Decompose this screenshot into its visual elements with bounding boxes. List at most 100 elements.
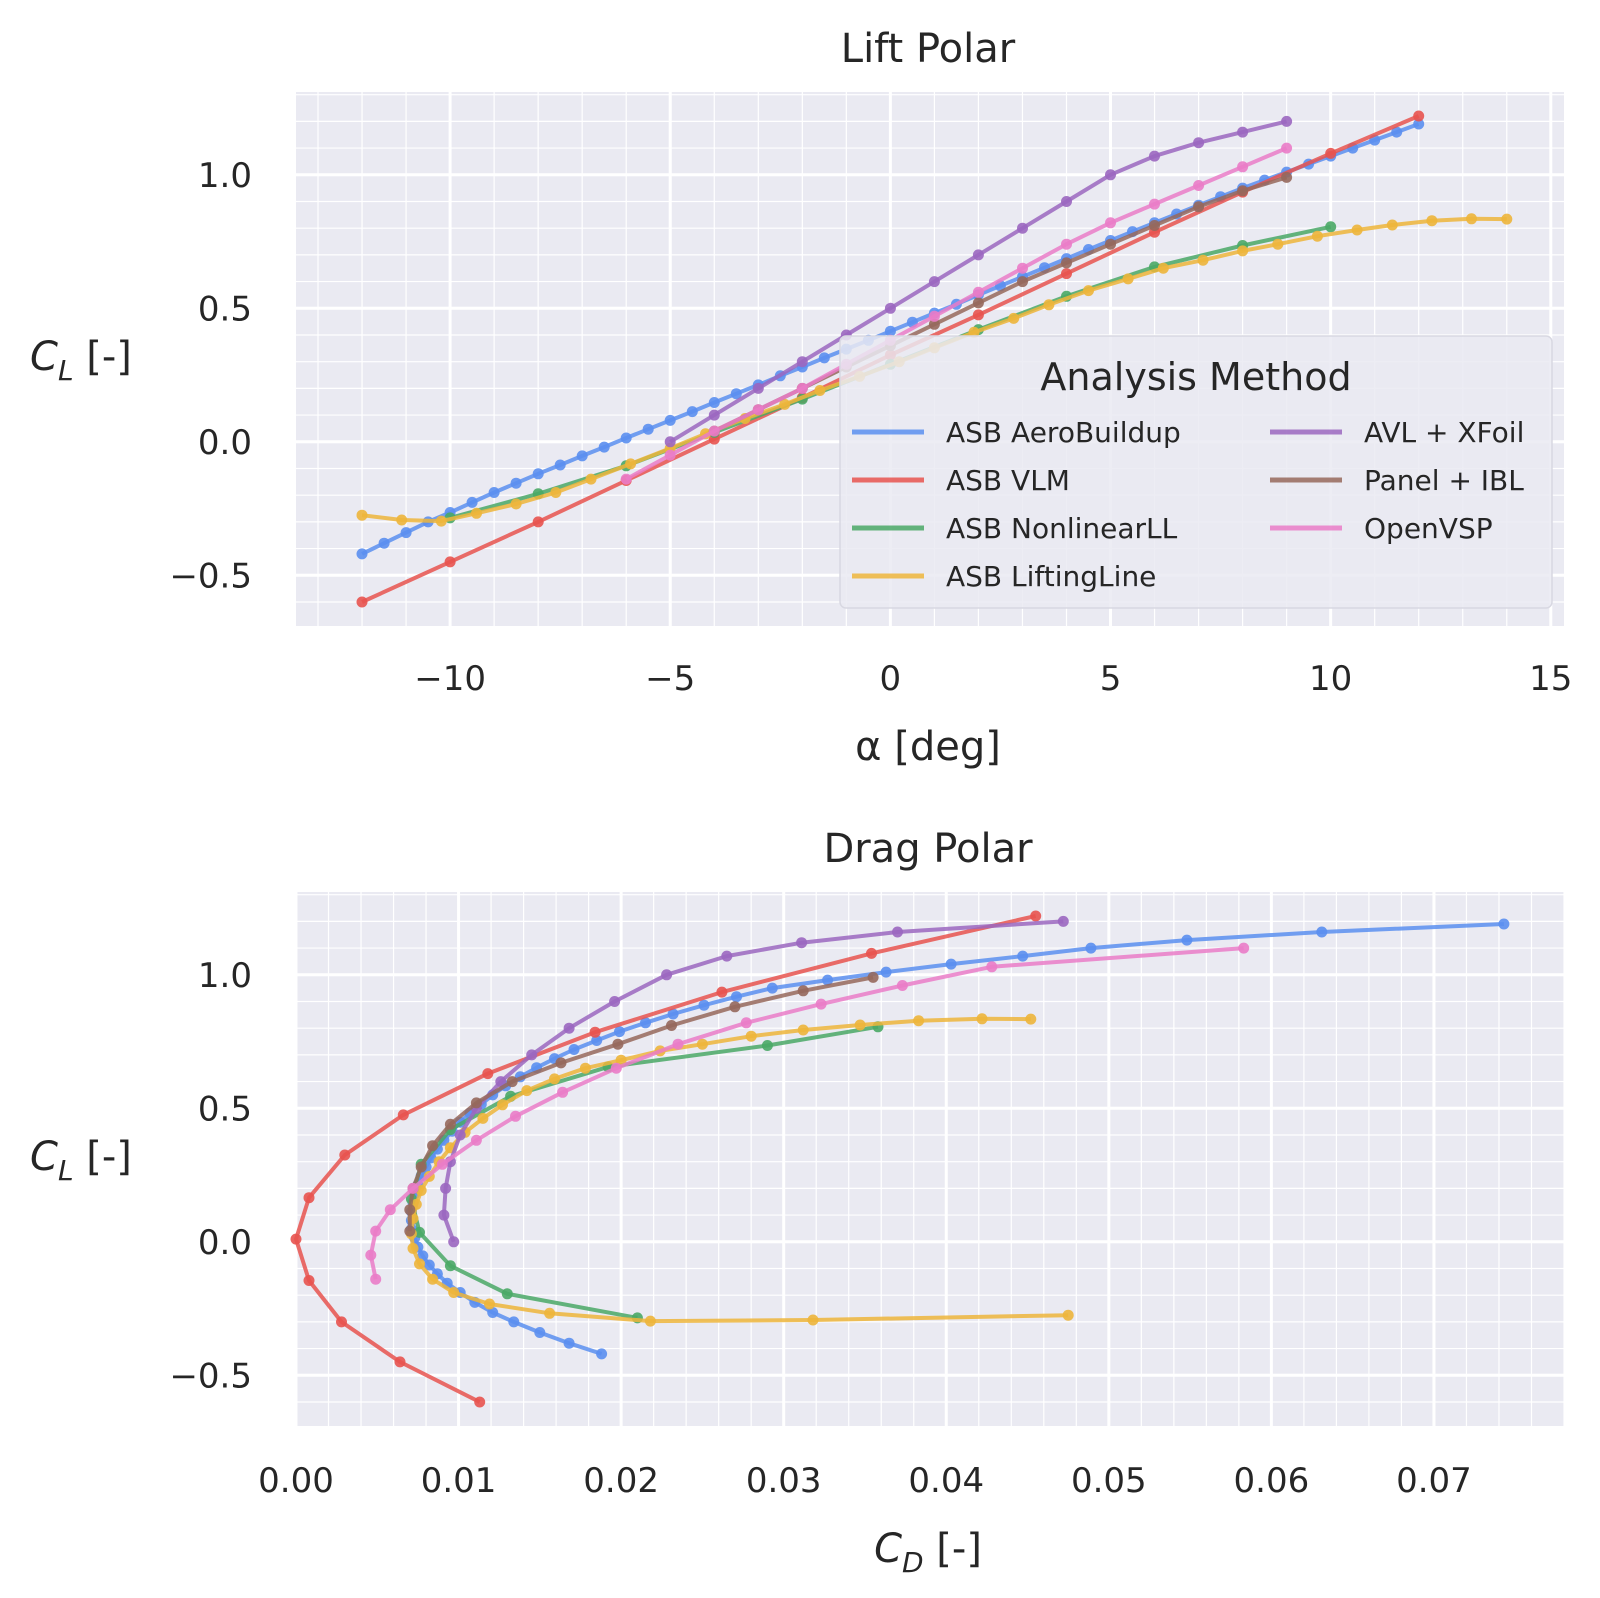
series-line-openvsp — [625, 146, 1288, 481]
drag-plot-area — [296, 892, 1564, 1426]
data-point-panel-ibl — [1281, 171, 1293, 183]
data-point-avl-xfoil — [1281, 115, 1293, 127]
data-point-asb-liftingline — [1426, 215, 1438, 227]
series-openvsp — [620, 142, 1293, 485]
data-point-openvsp — [896, 980, 908, 991]
data-point-openvsp — [370, 1225, 382, 1237]
data-point-asb-aerobuildup — [698, 999, 710, 1011]
data-point-panel-ibl — [470, 1097, 482, 1109]
lift-y-label: CL [-] — [30, 334, 132, 387]
data-point-avl-xfoil — [892, 926, 903, 938]
data-point-openvsp — [752, 404, 764, 416]
legend-label: ASB LiftingLine — [946, 560, 1156, 593]
data-point-panel-ibl — [427, 1140, 439, 1152]
data-point-openvsp — [407, 1182, 419, 1194]
data-point-avl-xfoil — [563, 1022, 575, 1034]
data-point-asb-liftingline — [625, 458, 637, 470]
data-point-asb-aerobuildup — [731, 991, 742, 1003]
x-tick-label: 15 — [1529, 659, 1572, 699]
data-point-asb-vlm — [303, 1192, 315, 1204]
data-point-asb-liftingline — [1351, 224, 1363, 236]
data-point-asb-vlm — [589, 1026, 601, 1038]
drag-polar-chart: 0.00 0.01 0.02 0.03 0.04 0.05 0.06 0.07 −0.5 0.0 0… — [30, 826, 1565, 1579]
x-tick-label: −5 — [645, 659, 695, 699]
data-point-asb-liftingline — [1008, 312, 1020, 324]
data-point-asb-liftingline — [1466, 213, 1477, 225]
legend-label: Panel + IBL — [1364, 464, 1524, 497]
x-tick-label: 0.05 — [1071, 1461, 1147, 1501]
legend-title: Analysis Method — [1040, 355, 1351, 399]
data-point-asb-nonlinearll — [414, 1226, 425, 1238]
lift-x-label: α [deg] — [855, 724, 1001, 770]
data-point-asb-aerobuildup — [766, 982, 778, 994]
drag-x-label: CD [-] — [874, 1526, 982, 1579]
legend-entry-openvsp: OpenVSP — [1270, 512, 1493, 545]
data-point-asb-aerobuildup — [400, 527, 412, 539]
data-point-avl-xfoil — [1017, 222, 1028, 234]
data-point-panel-ibl — [1237, 185, 1249, 197]
y-tick-label: 0.5 — [198, 1089, 252, 1129]
data-point-asb-liftingline — [407, 1242, 419, 1254]
data-point-avl-xfoil — [708, 409, 720, 421]
data-point-openvsp — [672, 1038, 684, 1050]
legend-entry-asb-aerobuildup: ASB AeroBuildup — [852, 416, 1181, 449]
data-point-avl-xfoil — [609, 996, 621, 1007]
data-point-asb-liftingline — [644, 1315, 656, 1327]
data-point-asb-nonlinearll — [1325, 221, 1337, 233]
data-point-asb-aerobuildup — [1391, 126, 1403, 138]
data-point-openvsp — [1017, 262, 1028, 274]
legend-entry-asb-vlm: ASB VLM — [852, 464, 1070, 497]
data-point-asb-liftingline — [549, 1073, 560, 1085]
x-tick-label: −10 — [414, 659, 486, 699]
data-point-asb-aerobuildup — [1085, 942, 1097, 954]
data-point-panel-ibl — [1149, 220, 1160, 231]
data-point-openvsp — [928, 310, 940, 322]
data-point-asb-aerobuildup — [466, 496, 478, 508]
data-point-panel-ibl — [415, 1161, 427, 1173]
data-point-asb-liftingline — [414, 1258, 425, 1270]
data-point-openvsp — [436, 1158, 448, 1170]
data-point-asb-liftingline — [696, 1038, 708, 1050]
data-point-openvsp — [370, 1273, 382, 1285]
legend-label: ASB NonlinearLL — [946, 512, 1178, 545]
legend-entry-asb-nonlinearll: ASB NonlinearLL — [852, 512, 1178, 545]
data-point-asb-vlm — [336, 1316, 347, 1328]
data-point-avl-xfoil — [972, 249, 984, 261]
data-point-asb-vlm — [356, 596, 368, 608]
data-point-asb-aerobuildup — [508, 1316, 520, 1328]
data-point-asb-liftingline — [745, 1030, 757, 1042]
data-point-asb-aerobuildup — [818, 352, 830, 364]
data-point-avl-xfoil — [1149, 150, 1160, 162]
x-tick-label: 5 — [1100, 659, 1122, 699]
data-point-avl-xfoil — [438, 1209, 450, 1221]
data-point-asb-aerobuildup — [423, 1259, 435, 1271]
data-point-openvsp — [740, 1017, 752, 1029]
x-tick-label: 0.03 — [746, 1461, 822, 1501]
data-point-openvsp — [470, 1134, 482, 1146]
data-point-asb-vlm — [397, 1109, 409, 1121]
legend: Analysis Method ASB AeroBuildup ASB VLM AS… — [839, 335, 1553, 609]
data-point-avl-xfoil — [884, 302, 896, 314]
data-point-panel-ibl — [506, 1076, 518, 1088]
data-point-panel-ibl — [928, 318, 940, 330]
data-point-asb-liftingline — [544, 1307, 556, 1319]
y-tick-label: 1.0 — [198, 156, 252, 196]
data-point-panel-ibl — [1061, 257, 1072, 269]
legend-entry-asb-liftingline: ASB LiftingLine — [852, 560, 1156, 593]
data-point-openvsp — [986, 961, 998, 973]
series-openvsp — [365, 942, 1250, 1285]
data-point-panel-ibl — [1193, 201, 1205, 213]
data-point-avl-xfoil — [495, 1076, 507, 1088]
data-point-asb-liftingline — [1311, 230, 1323, 242]
y-tick-label: 1.0 — [198, 956, 252, 996]
data-point-asb-liftingline — [1386, 219, 1398, 231]
data-point-asb-vlm — [716, 986, 728, 998]
data-point-asb-aerobuildup — [356, 548, 368, 560]
series-avl-xfoil — [664, 115, 1293, 448]
data-point-openvsp — [796, 382, 808, 394]
y-tick-label: −0.5 — [169, 1356, 252, 1396]
data-point-openvsp — [510, 1110, 521, 1122]
data-point-asb-aerobuildup — [568, 1044, 580, 1055]
data-point-asb-aerobuildup — [822, 974, 834, 986]
data-point-asb-liftingline — [579, 1062, 591, 1074]
